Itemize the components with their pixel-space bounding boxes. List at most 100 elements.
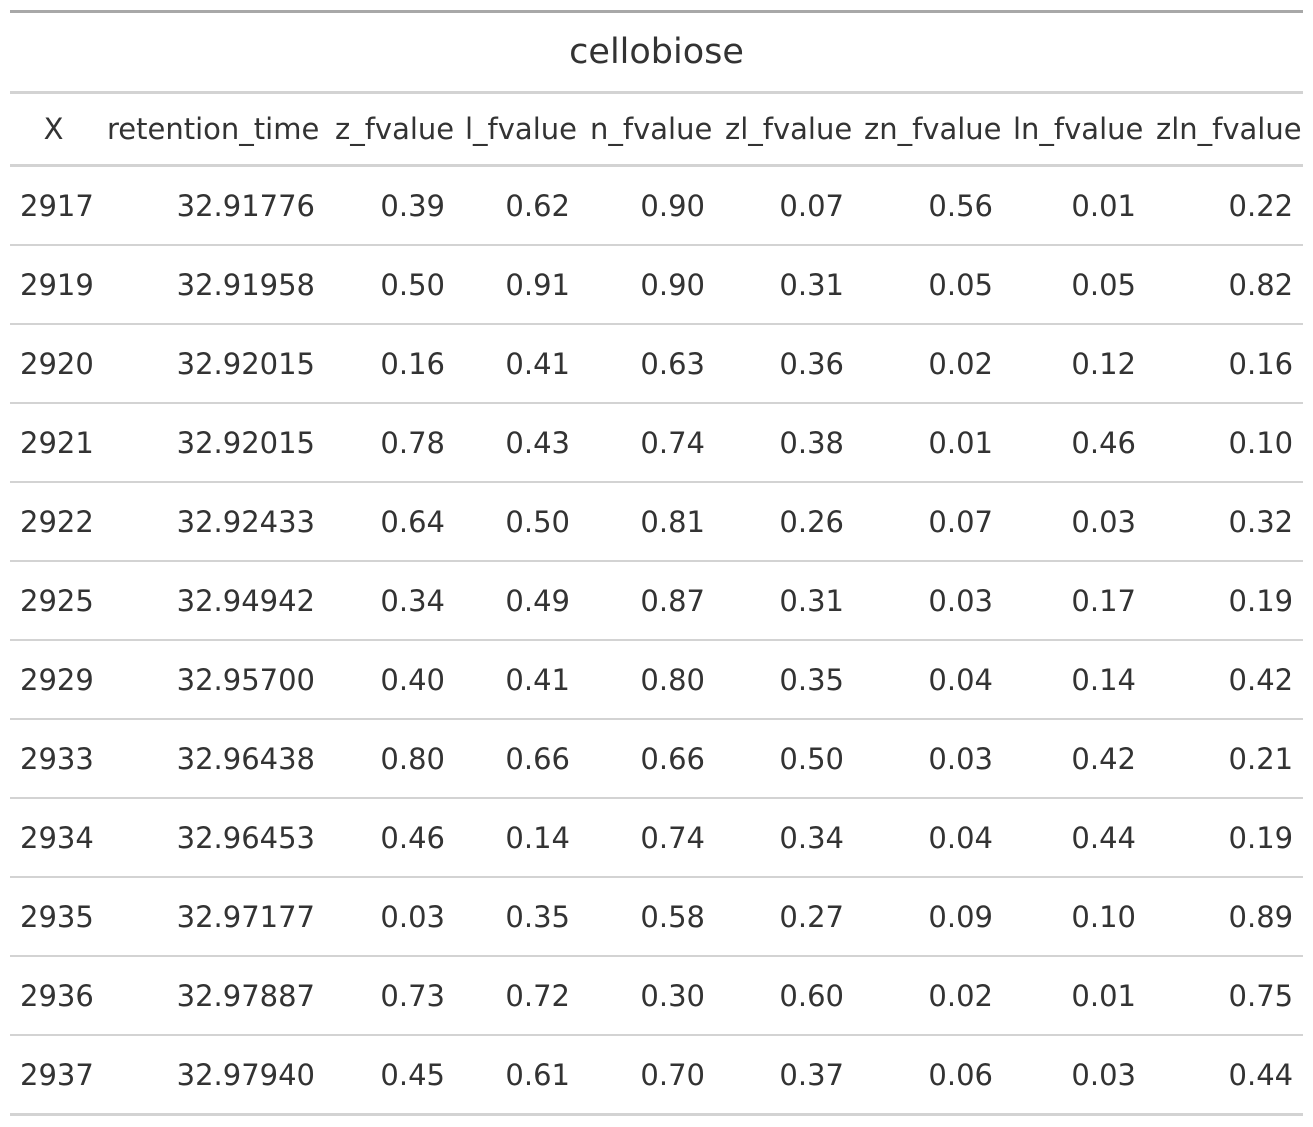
table-cell-x: 2937 [10, 1035, 97, 1116]
table-cell-l-fvalue: 0.62 [455, 165, 580, 246]
table-cell-n-fvalue: 0.58 [580, 877, 715, 957]
table-cell-retention-time: 32.96453 [97, 798, 325, 878]
table-cell-n-fvalue: 0.74 [580, 798, 715, 878]
table-cell-x: 2922 [10, 482, 97, 562]
table-cell-zl-fvalue: 0.31 [715, 561, 854, 641]
table-cell-zl-fvalue: 0.60 [715, 956, 854, 1036]
table-cell-zln-fvalue: 0.89 [1146, 877, 1304, 957]
table-cell-ln-fvalue: 0.01 [1003, 956, 1146, 1036]
table-cell-ln-fvalue: 0.46 [1003, 403, 1146, 483]
table-cell-zl-fvalue: 0.27 [715, 877, 854, 957]
table-row: 2919 32.91958 0.50 0.91 0.90 0.31 0.05 0.05 0.82 [10, 245, 1304, 325]
table-cell-retention-time: 32.92433 [97, 482, 325, 562]
table-cell-z-fvalue: 0.03 [325, 877, 455, 957]
table-cell-zln-fvalue: 0.42 [1146, 640, 1304, 720]
table-cell-z-fvalue: 0.40 [325, 640, 455, 720]
table-cell-ln-fvalue: 0.05 [1003, 245, 1146, 325]
table-cell-l-fvalue: 0.35 [455, 877, 580, 957]
table-cell-zn-fvalue: 0.09 [854, 877, 1003, 957]
table-cell-zln-fvalue: 0.22 [1146, 165, 1304, 246]
table-cell-zn-fvalue: 0.01 [854, 403, 1003, 483]
table-cell-zl-fvalue: 0.38 [715, 403, 854, 483]
column-header-l-fvalue: l_fvalue [455, 92, 580, 167]
table-cell-z-fvalue: 0.16 [325, 324, 455, 404]
table-title: cellobiose [10, 10, 1304, 94]
table-cell-zn-fvalue: 0.03 [854, 561, 1003, 641]
table-cell-retention-time: 32.97177 [97, 877, 325, 957]
column-header-retention-time: retention_time [97, 92, 325, 167]
table-cell-retention-time: 32.96438 [97, 719, 325, 799]
table-cell-zn-fvalue: 0.56 [854, 165, 1003, 246]
table-cell-ln-fvalue: 0.03 [1003, 1035, 1146, 1116]
table-cell-zl-fvalue: 0.37 [715, 1035, 854, 1116]
table-cell-x: 2934 [10, 798, 97, 878]
table-row: 2935 32.97177 0.03 0.35 0.58 0.27 0.09 0.10 0.89 [10, 877, 1304, 957]
table-cell-zl-fvalue: 0.07 [715, 165, 854, 246]
table-cell-zl-fvalue: 0.35 [715, 640, 854, 720]
table-row: 2921 32.92015 0.78 0.43 0.74 0.38 0.01 0.46 0.10 [10, 403, 1304, 483]
table-cell-x: 2929 [10, 640, 97, 720]
table-cell-n-fvalue: 0.63 [580, 324, 715, 404]
table-cell-zln-fvalue: 0.82 [1146, 245, 1304, 325]
table-cell-retention-time: 32.92015 [97, 324, 325, 404]
table-cell-ln-fvalue: 0.03 [1003, 482, 1146, 562]
table-cell-zln-fvalue: 0.19 [1146, 798, 1304, 878]
table-cell-ln-fvalue: 0.44 [1003, 798, 1146, 878]
table-cell-zn-fvalue: 0.04 [854, 640, 1003, 720]
table-cell-ln-fvalue: 0.14 [1003, 640, 1146, 720]
table-cell-x: 2933 [10, 719, 97, 799]
table-cell-retention-time: 32.95700 [97, 640, 325, 720]
table-row: 2920 32.92015 0.16 0.41 0.63 0.36 0.02 0.12 0.16 [10, 324, 1304, 404]
table-cell-z-fvalue: 0.45 [325, 1035, 455, 1116]
table-cell-ln-fvalue: 0.10 [1003, 877, 1146, 957]
table-cell-ln-fvalue: 0.01 [1003, 165, 1146, 246]
table-cell-zln-fvalue: 0.16 [1146, 324, 1304, 404]
table-cell-zn-fvalue: 0.02 [854, 324, 1003, 404]
table-cell-retention-time: 32.97940 [97, 1035, 325, 1116]
table-cell-z-fvalue: 0.39 [325, 165, 455, 246]
table-cell-zl-fvalue: 0.31 [715, 245, 854, 325]
table-cell-l-fvalue: 0.91 [455, 245, 580, 325]
table-cell-retention-time: 32.92015 [97, 403, 325, 483]
column-header-n-fvalue: n_fvalue [580, 92, 715, 167]
table-cell-z-fvalue: 0.64 [325, 482, 455, 562]
table-cell-z-fvalue: 0.50 [325, 245, 455, 325]
table-cell-z-fvalue: 0.34 [325, 561, 455, 641]
table-row: 2917 32.91776 0.39 0.62 0.90 0.07 0.56 0.01 0.22 [10, 165, 1304, 246]
table-row: 2934 32.96453 0.46 0.14 0.74 0.34 0.04 0.44 0.19 [10, 798, 1304, 878]
table-cell-zln-fvalue: 0.21 [1146, 719, 1304, 799]
table-cell-l-fvalue: 0.50 [455, 482, 580, 562]
table-cell-x: 2919 [10, 245, 97, 325]
table-cell-zln-fvalue: 0.19 [1146, 561, 1304, 641]
table-cell-ln-fvalue: 0.42 [1003, 719, 1146, 799]
table-cell-x: 2917 [10, 165, 97, 246]
table-cell-x: 2925 [10, 561, 97, 641]
table-cell-x: 2920 [10, 324, 97, 404]
table-cell-zln-fvalue: 0.10 [1146, 403, 1304, 483]
table-cell-n-fvalue: 0.80 [580, 640, 715, 720]
table-cell-zn-fvalue: 0.06 [854, 1035, 1003, 1116]
table-cell-n-fvalue: 0.81 [580, 482, 715, 562]
table-cell-zl-fvalue: 0.26 [715, 482, 854, 562]
table-cell-ln-fvalue: 0.12 [1003, 324, 1146, 404]
table-cell-l-fvalue: 0.72 [455, 956, 580, 1036]
table-row: 2933 32.96438 0.80 0.66 0.66 0.50 0.03 0.42 0.21 [10, 719, 1304, 799]
table-cell-n-fvalue: 0.90 [580, 165, 715, 246]
table-cell-l-fvalue: 0.49 [455, 561, 580, 641]
table-cell-zn-fvalue: 0.05 [854, 245, 1003, 325]
table-cell-z-fvalue: 0.73 [325, 956, 455, 1036]
table-cell-l-fvalue: 0.14 [455, 798, 580, 878]
table-cell-z-fvalue: 0.46 [325, 798, 455, 878]
table-cell-x: 2936 [10, 956, 97, 1036]
table-cell-zn-fvalue: 0.04 [854, 798, 1003, 878]
table-cell-l-fvalue: 0.41 [455, 324, 580, 404]
column-header-x: X [10, 92, 97, 167]
table-cell-zln-fvalue: 0.75 [1146, 956, 1304, 1036]
table-cell-l-fvalue: 0.41 [455, 640, 580, 720]
column-header-zn-fvalue: zn_fvalue [854, 92, 1003, 167]
table-cell-zn-fvalue: 0.07 [854, 482, 1003, 562]
table-cell-zn-fvalue: 0.02 [854, 956, 1003, 1036]
